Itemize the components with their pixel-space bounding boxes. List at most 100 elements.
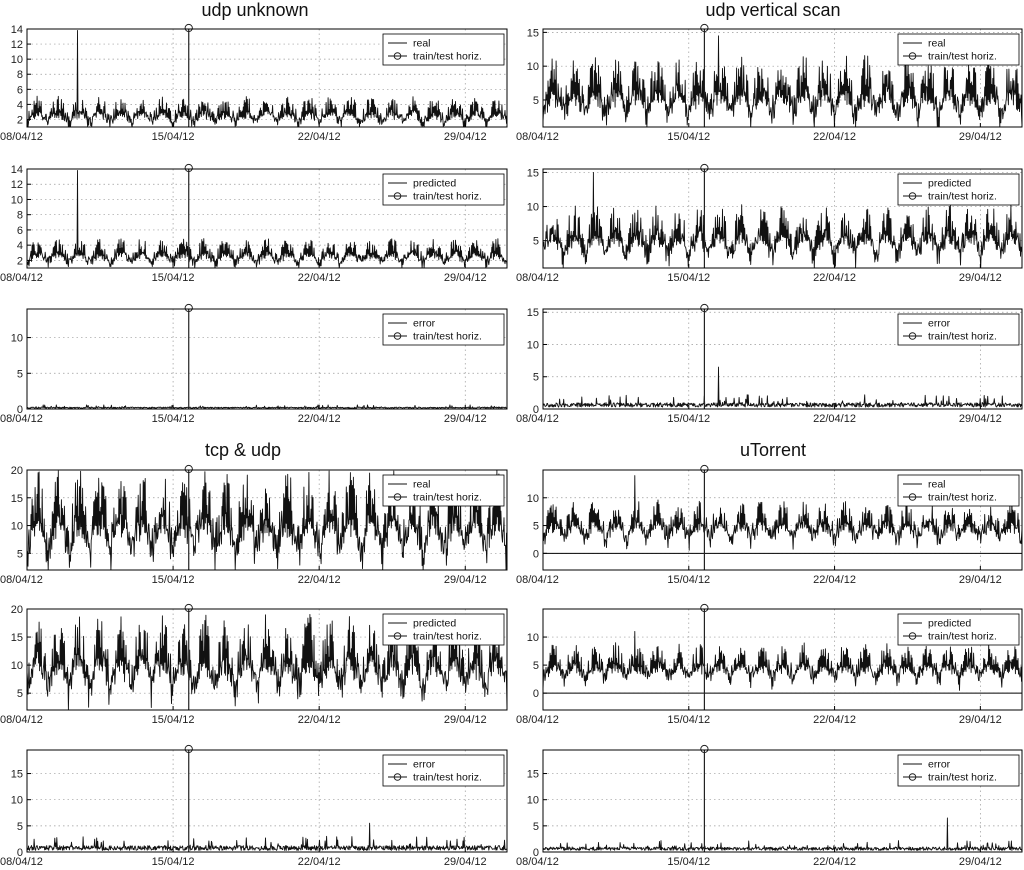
y-tick-label: 0: [533, 404, 539, 416]
x-tick-label: 22/04/12: [298, 574, 341, 586]
plot-frame: [542, 469, 1023, 571]
y-tick-label: 15: [527, 167, 539, 179]
x-tick-label: 15/04/12: [152, 131, 195, 143]
x-tick-label: 22/04/12: [813, 413, 856, 425]
panel-title: udp vertical scan: [705, 0, 840, 20]
legend-entry-label: train/test horiz.: [928, 51, 997, 63]
x-tick-label: 08/04/12: [516, 272, 559, 284]
plot-frame: [542, 308, 1023, 410]
x-tick-label: 22/04/12: [298, 714, 341, 726]
y-tick-label: 6: [17, 84, 23, 96]
series-line-error: [26, 822, 508, 851]
x-tick-label: 08/04/12: [0, 714, 43, 726]
x-tick-label: 15/04/12: [667, 131, 710, 143]
x-tick-label: 08/04/12: [0, 131, 43, 143]
train-test-horizon-marker: [184, 464, 193, 474]
chart-panel: 2 4 6 8 10 12 14 08/04/12 15/04/12 22/04/12 29/04/…: [0, 163, 508, 284]
y-tick-label: 5: [17, 821, 23, 833]
legend-marker-sample: [908, 773, 917, 781]
legend-box: [897, 613, 1020, 646]
chart-panel: 5 10 15 08/04/12 15/04/12 22/04/12 29/04/12 pre…: [516, 163, 1023, 284]
y-tick-label: 15: [11, 632, 23, 644]
x-tick-label: 29/04/12: [444, 413, 487, 425]
x-tick-label: 29/04/12: [959, 272, 1002, 284]
plot-frame: [26, 749, 508, 853]
y-tick-label: 14: [11, 24, 23, 36]
panel-title: udp unknown: [201, 0, 308, 20]
y-tick-label: 4: [17, 240, 23, 252]
series-line-error: [26, 404, 508, 409]
legend-marker-sample: [908, 493, 917, 501]
x-tick-label: 22/04/12: [298, 131, 341, 143]
x-tick-label: 22/04/12: [298, 413, 341, 425]
plot-frame: [26, 168, 508, 269]
y-tick-label: 10: [11, 333, 23, 345]
series-line-real: [26, 469, 508, 571]
chart-panel: 5 10 15 08/04/12 15/04/12 22/04/12 29/04/12 rea…: [516, 23, 1023, 143]
y-tick-label: 5: [17, 368, 23, 380]
legend-entry-label: train/test horiz.: [413, 631, 482, 643]
y-tick-label: 5: [533, 372, 539, 384]
x-tick-label: 29/04/12: [959, 714, 1002, 726]
x-tick-label: 15/04/12: [667, 714, 710, 726]
legend-entry-label: predicted: [928, 618, 971, 630]
x-tick-label: 15/04/12: [667, 272, 710, 284]
legend-marker-sample: [908, 632, 917, 640]
y-tick-label: 10: [11, 521, 23, 533]
y-tick-label: 20: [11, 604, 23, 616]
x-tick-label: 08/04/12: [516, 856, 559, 868]
legend-box: [382, 313, 505, 346]
x-tick-label: 15/04/12: [667, 413, 710, 425]
y-tick-label: 10: [527, 632, 539, 644]
chart-panel: 0 5 10 08/04/12 15/04/12 22/04/12 29/04/12 real…: [516, 464, 1023, 586]
x-tick-label: 29/04/12: [959, 574, 1002, 586]
y-tick-label: 0: [17, 847, 23, 859]
series-line-real: [26, 30, 508, 128]
legend-marker-sample: [908, 332, 917, 340]
y-tick-label: 5: [17, 688, 23, 700]
legend-marker-sample: [393, 332, 402, 340]
plot-frame: [542, 168, 1023, 269]
chart-panel: 5 10 15 20 08/04/12 15/04/12 22/04/12 29/04/12 r…: [0, 464, 508, 586]
x-tick-label: 22/04/12: [813, 272, 856, 284]
legend-entry-label: predicted: [928, 178, 971, 190]
y-tick-label: 2: [17, 255, 23, 267]
legend-entry-label: train/test horiz.: [413, 191, 482, 203]
x-tick-label: 29/04/12: [444, 856, 487, 868]
y-tick-label: 5: [533, 660, 539, 672]
y-tick-label: 15: [11, 493, 23, 505]
legend-marker-sample: [393, 773, 402, 781]
legend-entry-label: train/test horiz.: [413, 492, 482, 504]
plot-frame: [26, 308, 508, 410]
y-tick-label: 15: [527, 307, 539, 319]
x-tick-label: 08/04/12: [516, 574, 559, 586]
train-test-horizon-marker: [700, 744, 709, 754]
legend-entry-label: train/test horiz.: [413, 772, 482, 784]
x-tick-label: 22/04/12: [813, 714, 856, 726]
y-tick-label: 8: [17, 210, 23, 222]
x-tick-label: 15/04/12: [667, 574, 710, 586]
chart-panel: 5 10 15 20 08/04/12 15/04/12 22/04/12 29/04/12 p…: [0, 603, 508, 726]
series-line-real: [542, 475, 1023, 551]
legend-entry-label: train/test horiz.: [413, 51, 482, 63]
y-tick-label: 0: [533, 688, 539, 700]
legend-entry-label: train/test horiz.: [928, 492, 997, 504]
legend-entry-label: error: [413, 759, 436, 771]
legend-box: [897, 173, 1020, 206]
x-tick-label: 08/04/12: [0, 856, 43, 868]
y-tick-label: 0: [533, 548, 539, 560]
series-line-predicted: [26, 613, 508, 711]
y-tick-label: 2: [17, 114, 23, 126]
y-tick-label: 12: [11, 179, 23, 191]
legend-box: [897, 474, 1020, 507]
train-test-horizon-marker: [184, 603, 193, 613]
series-line-predicted: [542, 171, 1023, 269]
x-tick-label: 15/04/12: [152, 413, 195, 425]
chart-panel: 0 5 10 15 08/04/12 15/04/12 22/04/12 29/04/12 er…: [516, 303, 1023, 425]
legend-marker-sample: [393, 192, 402, 200]
x-tick-label: 29/04/12: [959, 413, 1002, 425]
